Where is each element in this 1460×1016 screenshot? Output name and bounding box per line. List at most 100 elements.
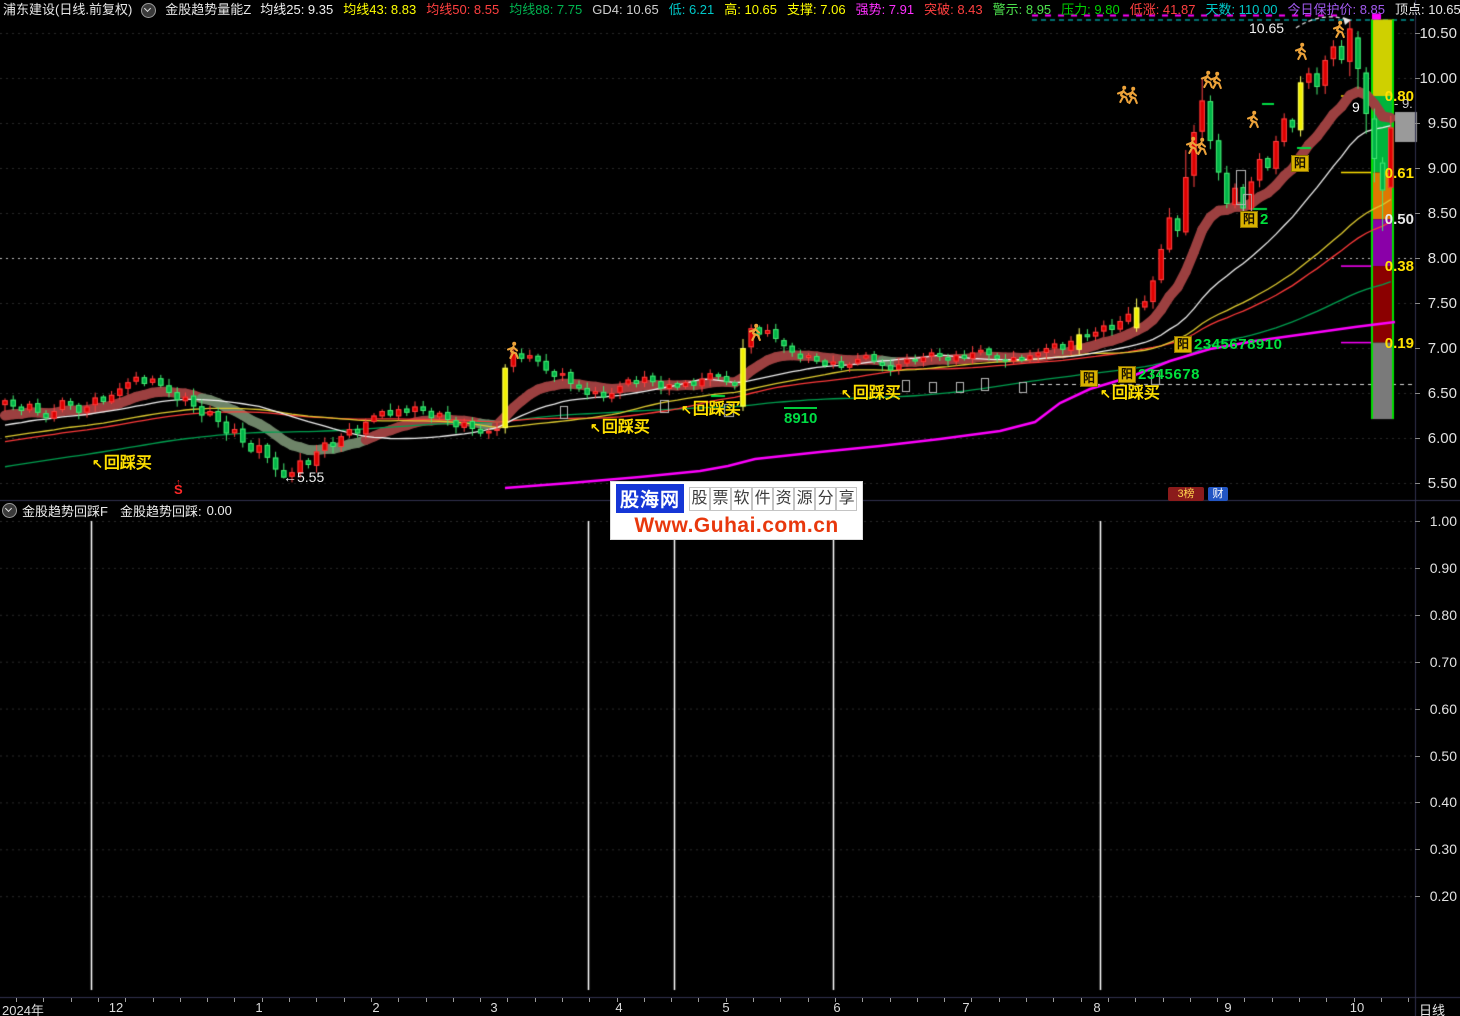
xaxis-minor-tick bbox=[398, 998, 399, 1002]
xaxis-minor-tick bbox=[617, 998, 618, 1002]
xaxis-minor-tick bbox=[453, 998, 454, 1002]
header-value-压力: 压力: 9.80 bbox=[1061, 2, 1120, 17]
xaxis-month-label-3[interactable]: 3 bbox=[490, 1000, 498, 1015]
watermark-tagline-char: 资 bbox=[773, 486, 795, 511]
xaxis-minor-tick bbox=[1026, 998, 1027, 1002]
xaxis-year-label: 2024年 bbox=[2, 1003, 44, 1016]
runner-man-icon bbox=[1244, 110, 1260, 134]
watermark-tagline-char: 分 bbox=[815, 486, 837, 511]
signal-axis-tick bbox=[1415, 802, 1420, 804]
fib-level-label-0.50: 0.50 bbox=[1384, 211, 1414, 229]
period-label[interactable]: 日线 bbox=[1419, 1003, 1446, 1016]
chart-label-5.55: ←5.55 bbox=[283, 469, 325, 485]
watermark-tagline: 股票软件资源分享 bbox=[689, 484, 858, 513]
pullback-text: 回踩买 bbox=[103, 455, 152, 472]
xaxis-minor-tick bbox=[753, 998, 754, 1002]
signal-axis-tick bbox=[1415, 614, 1420, 616]
signal-axis-label-1.00: 1.00 bbox=[1429, 513, 1457, 529]
xaxis-minor-tick bbox=[971, 998, 972, 1002]
quick-button-3榜[interactable]: 3榜 bbox=[1168, 487, 1204, 501]
signal-axis-label-0.80: 0.80 bbox=[1429, 606, 1457, 623]
xaxis-minor-tick bbox=[1217, 998, 1218, 1002]
price-axis-tick bbox=[1415, 123, 1420, 124]
quick-button-财[interactable]: 财 bbox=[1208, 487, 1228, 501]
header-value-支撑: 支撑: 7.06 bbox=[787, 2, 846, 17]
xaxis-minor-tick bbox=[16, 998, 17, 1002]
yang-count-label: 阳 bbox=[1291, 155, 1310, 172]
price-axis-tick bbox=[1415, 303, 1420, 304]
subpanel-chevron-icon[interactable] bbox=[2, 502, 17, 518]
header-value-均线25: 均线25: 9.35 bbox=[260, 2, 334, 17]
pullback-buy-label: ↖回踩买 bbox=[590, 413, 650, 437]
pullback-arrow-icon: ↖ bbox=[92, 456, 103, 471]
xaxis-minor-tick bbox=[562, 998, 563, 1002]
signal-axis-tick bbox=[1415, 755, 1420, 757]
sell-signal-marker: ↑ S bbox=[174, 478, 183, 497]
xaxis-minor-tick bbox=[1135, 998, 1136, 1002]
xaxis-minor-tick bbox=[835, 998, 836, 1002]
xaxis-minor-tick bbox=[234, 998, 235, 1002]
xaxis-month-label-4[interactable]: 4 bbox=[615, 1000, 623, 1015]
xaxis-minor-tick bbox=[316, 998, 317, 1002]
xaxis-minor-tick bbox=[43, 998, 44, 1002]
runner-men-pair-icon bbox=[1198, 70, 1224, 94]
fib-level-label-0.19: 0.19 bbox=[1384, 334, 1414, 352]
xaxis-month-label-6[interactable]: 6 bbox=[833, 1000, 841, 1015]
watermark-tagline-char: 票 bbox=[710, 486, 732, 511]
collapse-chevron-icon[interactable] bbox=[141, 2, 157, 18]
header-value-警示: 警示: 8.95 bbox=[992, 2, 1052, 17]
price-axis-tick bbox=[1415, 483, 1420, 484]
yang-badge: 阳 bbox=[1080, 370, 1099, 387]
price-axis-label-5.50: 5.50 bbox=[1427, 475, 1457, 492]
yang-count-label: 阳 2345678910 bbox=[1174, 336, 1282, 353]
xaxis-minor-tick bbox=[890, 998, 891, 1002]
price-axis-tick bbox=[1415, 78, 1420, 79]
price-axis-tick bbox=[1415, 393, 1420, 394]
xaxis-minor-tick bbox=[1163, 998, 1164, 1002]
pullback-buy-label: ↖回踩买 bbox=[1100, 379, 1160, 403]
price-axis-label-10.00: 10.00 bbox=[1419, 70, 1457, 87]
pullback-text: 回踩买 bbox=[601, 419, 650, 436]
xaxis-minor-tick bbox=[944, 998, 945, 1002]
signal-axis-label-0.50: 0.50 bbox=[1429, 747, 1457, 764]
header-value-强势: 强势: 7.91 bbox=[855, 2, 915, 17]
xaxis-month-label-2[interactable]: 2 bbox=[372, 1000, 380, 1015]
xaxis-minor-tick bbox=[1108, 998, 1109, 1002]
xaxis-minor-tick bbox=[507, 998, 508, 1002]
yang-count-digits: 2 bbox=[1260, 211, 1269, 228]
xaxis-month-label-12[interactable]: 12 bbox=[108, 1000, 124, 1015]
xaxis-minor-tick bbox=[535, 998, 536, 1002]
header-value-均线43: 均线43: 8.83 bbox=[343, 2, 417, 17]
yang-badge: 阳 bbox=[1174, 336, 1193, 353]
xaxis-minor-tick bbox=[862, 998, 863, 1002]
xaxis-month-label-8[interactable]: 8 bbox=[1093, 1000, 1101, 1015]
runner-man-icon bbox=[746, 323, 762, 347]
price-axis-label-6.50: 6.50 bbox=[1427, 385, 1457, 402]
price-axis-label-8.00: 8.00 bbox=[1427, 250, 1457, 267]
price-axis-label-6.00: 6.00 bbox=[1427, 430, 1457, 447]
xaxis-minor-tick bbox=[671, 998, 672, 1002]
xaxis-month-label-7[interactable]: 7 bbox=[962, 1000, 970, 1015]
watermark: 股海网 股票软件资源分享 Www.Guhai.com.cn bbox=[610, 481, 864, 540]
yang-badge: 阳 bbox=[1118, 366, 1137, 383]
xaxis-minor-tick bbox=[371, 998, 372, 1002]
xaxis-month-label-1[interactable]: 1 bbox=[255, 1000, 263, 1015]
xaxis-month-label-5[interactable]: 5 bbox=[722, 1000, 730, 1015]
runner-men-pair-icon bbox=[1114, 85, 1140, 109]
pullback-arrow-icon: ↖ bbox=[681, 402, 692, 417]
xaxis-minor-tick bbox=[480, 998, 481, 1002]
pullback-buy-label: ↖回踩买 bbox=[841, 379, 901, 403]
xaxis-month-label-9[interactable]: 9 bbox=[1224, 1000, 1232, 1015]
chart-label-9: 9 bbox=[1352, 99, 1360, 115]
price-axis-tick bbox=[1415, 168, 1420, 169]
signal-axis-label-0.60: 0.60 bbox=[1429, 700, 1457, 717]
header-bar: 浦东建设(日线.前复权) 金股趋势量能Z 均线25: 9.35 均线43: 8.8… bbox=[0, 0, 1460, 20]
subpanel-indicator-name: 金股趋势回踩F bbox=[22, 503, 108, 519]
subpanel-value: 0.00 bbox=[206, 502, 232, 518]
watermark-tagline-char: 股 bbox=[689, 486, 711, 511]
xaxis-month-label-10[interactable]: 10 bbox=[1349, 1000, 1365, 1015]
xaxis-minor-tick bbox=[1244, 998, 1245, 1002]
watermark-url: Www.Guhai.com.cn bbox=[634, 514, 839, 537]
pullback-arrow-icon: ↖ bbox=[841, 386, 852, 401]
